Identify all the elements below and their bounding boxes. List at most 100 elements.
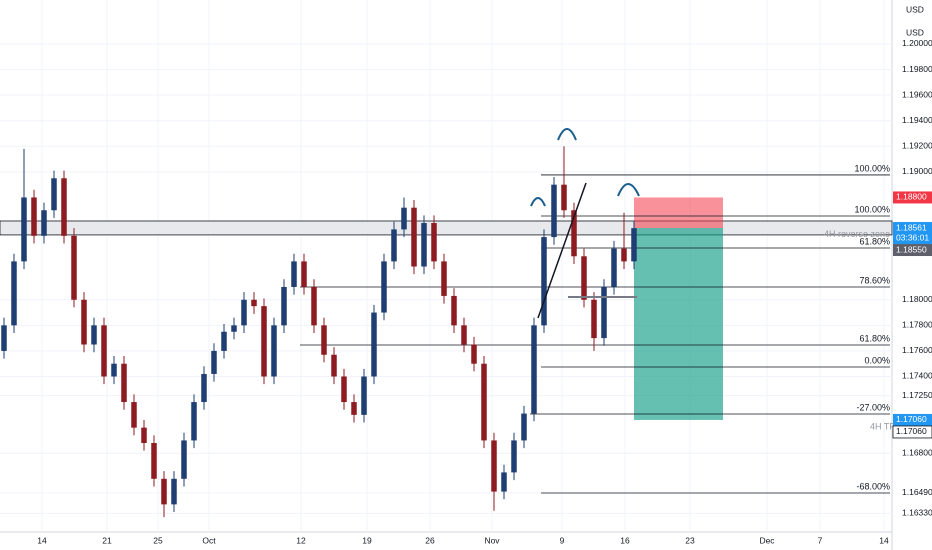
y-tick-label: 1.19800: [902, 64, 932, 74]
candle-body: [191, 402, 197, 441]
currency: USD: [906, 4, 924, 14]
candle-body: [181, 440, 187, 479]
trend-line: [537, 182, 587, 319]
candle-body: [611, 248, 617, 287]
candle-body: [551, 184, 557, 238]
candle-body: [591, 299, 597, 339]
countdown: 03:36:01: [896, 232, 929, 242]
y-tick-label: 1.16490: [902, 487, 932, 497]
x-tick-label: 19: [362, 535, 372, 545]
candle-body: [481, 363, 487, 441]
y-tick-label: 1.18000: [902, 294, 932, 304]
candle-body: [211, 350, 217, 374]
candle-body: [581, 256, 587, 300]
candle-body: [511, 440, 517, 473]
y-tick-label: 1.17400: [902, 371, 932, 381]
y-tick-label: 1.17800: [902, 320, 932, 330]
overlay: [530, 128, 640, 319]
price-tag: [893, 413, 932, 426]
candle-body: [461, 325, 467, 345]
candle-body: [141, 427, 147, 443]
candle-body: [251, 299, 257, 307]
candle-body: [121, 363, 127, 403]
fib-label: 78.60%: [859, 275, 890, 285]
candle-body: [351, 402, 357, 415]
x-tick-label: Dec: [759, 535, 775, 545]
price-tag: [892, 425, 932, 439]
candle-body: [391, 229, 397, 262]
candle-body: [151, 442, 157, 479]
y-tick-label: 1.19000: [902, 166, 932, 176]
price-tag-label: 1.17060: [896, 426, 927, 436]
candle-body: [71, 235, 77, 300]
candle-body: [281, 286, 287, 326]
zone-label: 4H reverse zone: [824, 229, 890, 239]
candle-body: [321, 325, 327, 355]
x-tick-label: 14: [37, 535, 47, 545]
x-tick-label: 23: [685, 535, 695, 545]
candle-body: [31, 197, 37, 236]
candle-body: [471, 344, 477, 364]
candle-body: [111, 363, 117, 377]
candle-body: [411, 207, 417, 267]
candle-body: [271, 325, 277, 377]
candle-body: [501, 472, 507, 492]
candle-body: [61, 178, 67, 236]
candle-body: [51, 178, 57, 211]
candle-body: [131, 402, 137, 428]
candle-body: [361, 376, 367, 415]
fib-label: 61.80%: [859, 333, 890, 343]
candle-body: [601, 286, 607, 339]
candle-body: [341, 376, 347, 403]
x-tick-label: Nov: [484, 535, 500, 545]
x-tick-label: 9: [560, 535, 565, 545]
x-tick-label: 16: [620, 535, 630, 545]
x-tick-label: 26: [425, 535, 435, 545]
candle-body: [81, 299, 87, 345]
candle-body: [621, 248, 627, 262]
candle-body: [311, 286, 317, 326]
candle-body: [11, 261, 17, 326]
x-tick-label: 25: [153, 535, 163, 545]
candle-body: [91, 325, 97, 345]
candle-body: [381, 261, 387, 313]
candles: [1, 146, 637, 518]
drawings: 4H reverse zone 4H TP 100.00% 100.00% 61.80%…: [0, 163, 895, 494]
y-tick-label: 1.17250: [902, 390, 932, 400]
candle-body: [231, 325, 237, 332]
price-tag-label: 1.18561: [896, 222, 927, 232]
price-tag: [893, 222, 932, 245]
candle-body: [531, 325, 537, 414]
fib-label: -68.00%: [856, 481, 890, 491]
y-tick-label: 1.17600: [902, 345, 932, 355]
candle-body: [301, 261, 307, 287]
candle-body: [431, 223, 437, 262]
shoulder-arc: [617, 183, 640, 197]
target-label: 4H TP: [870, 421, 895, 431]
currency: USD: [906, 27, 924, 37]
fib-label: 100.00%: [854, 163, 890, 173]
candle-body: [421, 223, 427, 267]
fib-label: 61.80%: [859, 236, 890, 246]
x-tick-label: 14: [879, 535, 889, 545]
y-tick-label: 1.19200: [902, 141, 932, 151]
x-tick-label: 21: [102, 535, 112, 545]
fib-label: -27.00%: [856, 402, 890, 412]
shoulder-arc: [530, 197, 546, 207]
target-zone: [634, 228, 723, 420]
x-tick-label: Oct: [202, 535, 216, 545]
candle-body: [631, 228, 637, 262]
candle-body: [221, 331, 227, 351]
candle-body: [261, 306, 267, 377]
fib-label: 100.00%: [854, 204, 890, 214]
price-tag: [893, 191, 932, 204]
reverse-zone: [0, 220, 893, 236]
stop-zone: [634, 197, 723, 229]
y-tick-label: 1.16800: [902, 447, 932, 457]
y-tick-label: 1.16330: [902, 508, 932, 518]
candle-body: [541, 237, 547, 326]
candle-body: [561, 184, 567, 211]
axes: 14 21 25 Oct 12 19 26 Nov 9 16 23 Dec 7 14 1.20000 1.19…: [37, 38, 932, 545]
price-tag-label: 1.18800: [896, 192, 927, 202]
